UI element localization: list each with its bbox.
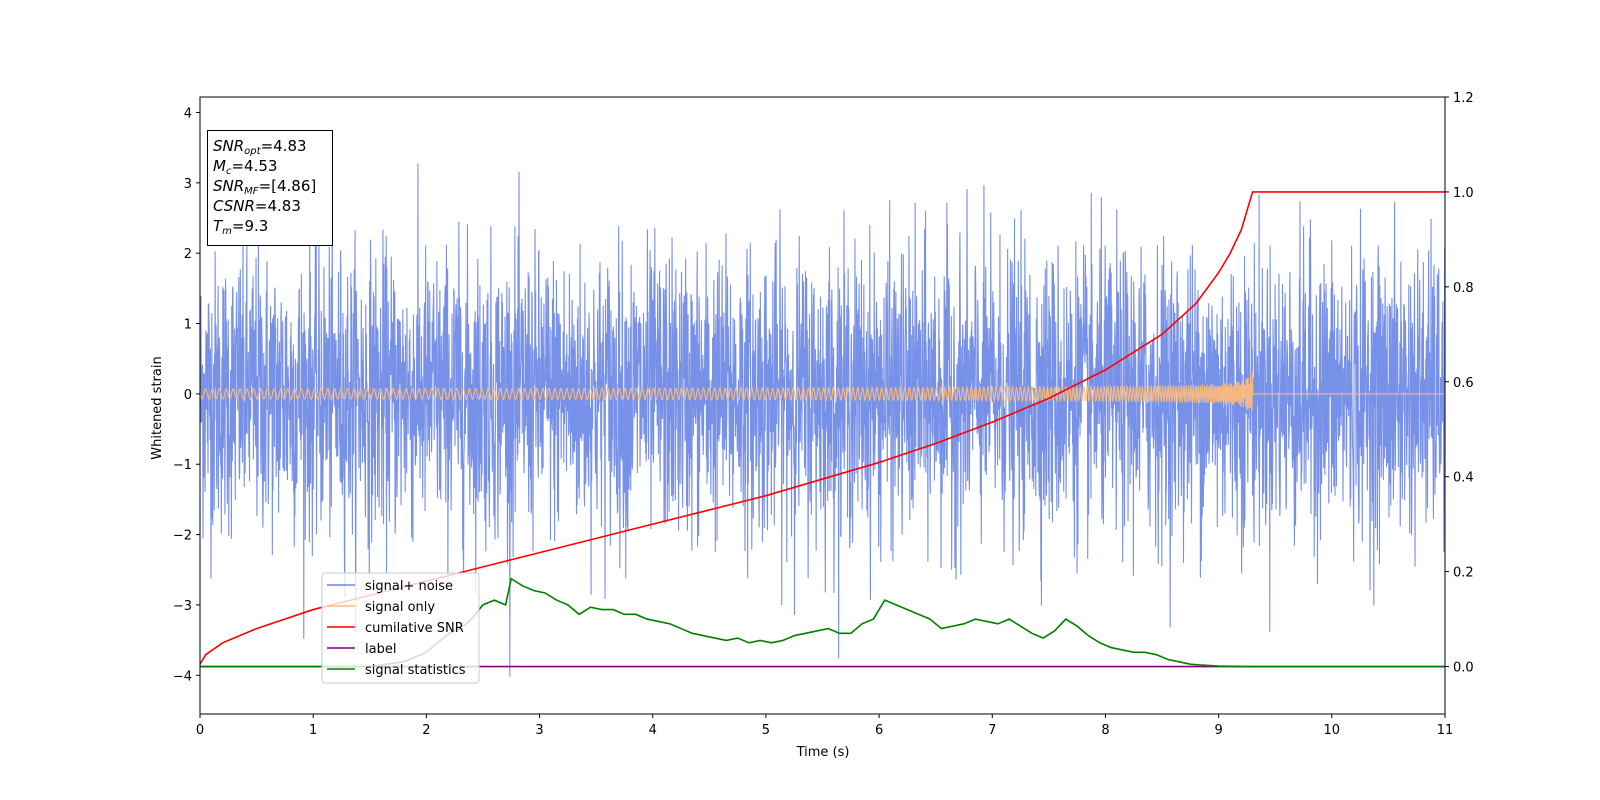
x-tick-label: 7	[988, 723, 996, 738]
y-axis-label: Whitened strain	[150, 356, 165, 459]
x-tick-label: 6	[875, 723, 883, 738]
x-tick-label: 2	[422, 723, 430, 738]
annotation-line-tm: Tm=9.3	[213, 217, 269, 237]
y-left-tick-label: 3	[184, 177, 192, 192]
legend-label: signal statistics	[365, 663, 466, 678]
x-tick-label: 3	[535, 723, 543, 738]
x-tick-label: 9	[1214, 723, 1222, 738]
x-tick-label: 5	[762, 723, 770, 738]
legend-label: cumilative SNR	[365, 621, 464, 636]
y-right-tick-label: 1.0	[1453, 186, 1474, 201]
legend-label: signal+ noise	[365, 579, 453, 594]
annotation-line-csnr: CSNR=4.83	[213, 197, 301, 215]
y-right-tick-label: 1.2	[1453, 91, 1474, 106]
y-left-tick-label: −1	[173, 458, 192, 473]
y-left-tick-label: 2	[184, 247, 192, 262]
y-left-tick-label: 4	[184, 106, 192, 121]
x-tick-label: 1	[309, 723, 317, 738]
plot-frame	[199, 96, 1446, 715]
y-right-tick-label: 0.8	[1453, 281, 1474, 296]
y-left-tick-label: −3	[173, 599, 192, 614]
y-left-tick-label: −2	[173, 529, 192, 544]
annotation-line-snr-opt: SNRopt=4.83	[213, 137, 307, 157]
y-right-tick-label: 0.2	[1453, 566, 1474, 581]
y-left-tick-label: 1	[184, 318, 192, 333]
y-right-tick-label: 0.4	[1453, 471, 1474, 486]
annotation-line-mc: Mc=4.53	[213, 157, 278, 177]
legend-frame	[321, 572, 480, 684]
series-signal-statistics	[200, 577, 1445, 668]
axes: 0 1 2 3 4 5 6 7 8 9 10 1143210−1−2−3−41.21.00.80.60…	[173, 91, 1474, 738]
x-tick-label: 0	[196, 723, 204, 738]
series-signal-noise	[200, 163, 1445, 677]
x-tick-label: 8	[1101, 723, 1109, 738]
x-axis-label: Time (s)	[796, 745, 850, 760]
y-left-tick-label: −4	[173, 669, 192, 684]
x-tick-label: 4	[649, 723, 657, 738]
series-signal-only	[200, 370, 1445, 411]
annotation-line-snr-mf: SNRMF=[4.86]	[213, 177, 317, 197]
legend: signal+ noise signal only cumilative SNR la…	[321, 572, 480, 684]
x-tick-label: 10	[1324, 723, 1341, 738]
y-right-tick-label: 0.0	[1453, 661, 1474, 676]
annotation-box: SNRopt=4.83 Mc=4.53 SNRMF=[4.86] CSNR=4.…	[207, 130, 333, 246]
legend-label: signal only	[365, 600, 435, 615]
legend-label: label	[365, 642, 396, 657]
y-left-tick-label: 0	[184, 388, 192, 403]
x-tick-label: 11	[1437, 723, 1454, 738]
y-right-tick-label: 0.6	[1453, 376, 1474, 391]
